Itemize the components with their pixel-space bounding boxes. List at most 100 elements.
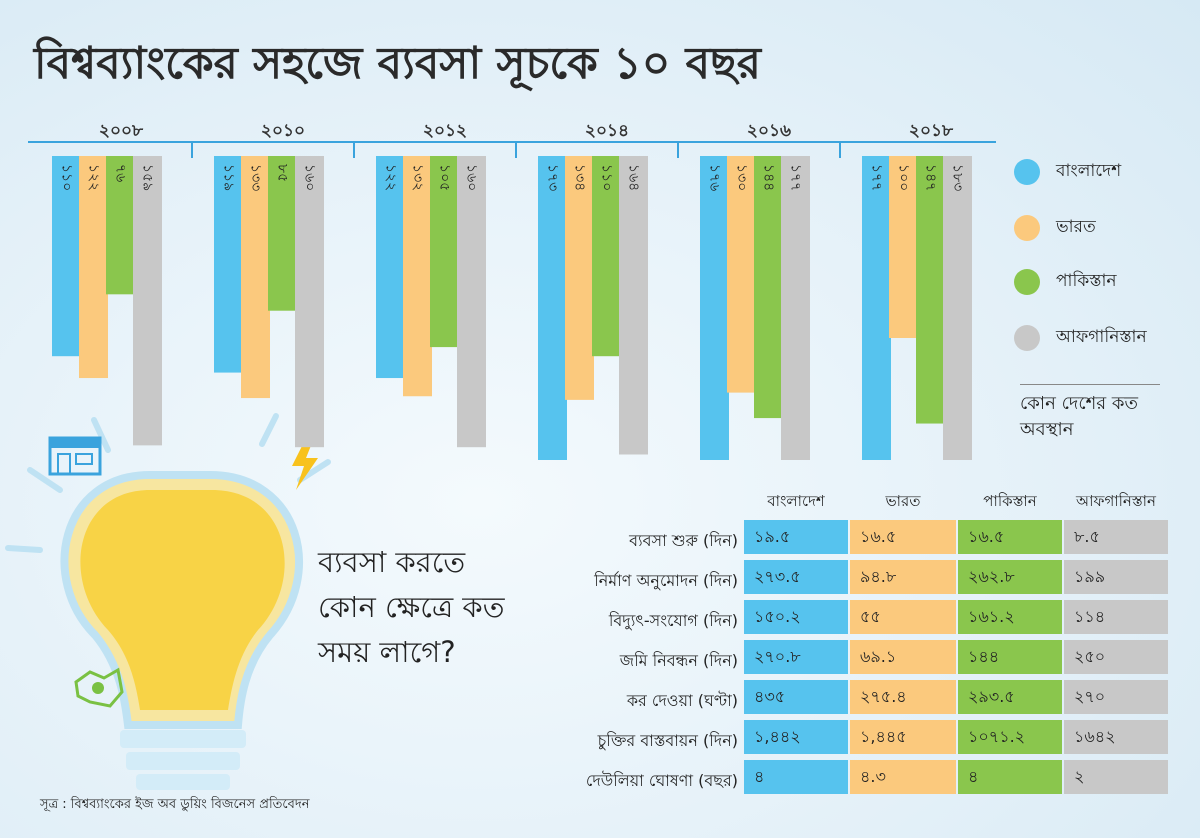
rank-bar-chart: ২০০৮ ২০১০ ২০১২ ২০১৪ ২০১৬ ২০১৮ ১১০ ১২২ ৭৬ ১৫৯ ১১৯ ১… bbox=[28, 121, 996, 460]
bar bbox=[268, 156, 297, 311]
legend-item-afghanistan: আফগানিস্তান bbox=[1014, 324, 1147, 352]
bar bbox=[403, 156, 432, 397]
table-cell: ২৯৩.৫ bbox=[958, 680, 1062, 714]
table-row-label: নির্মাণ অনুমোদন (দিন) bbox=[594, 571, 738, 590]
bar bbox=[592, 156, 621, 357]
x-tick-label: ২০১৬ bbox=[747, 121, 791, 141]
table-cell: ৪.৩ bbox=[850, 760, 956, 794]
x-tick-label: ২০১৮ bbox=[909, 121, 954, 141]
table-cell: ৪ bbox=[958, 760, 1062, 794]
page-title: বিশ্বব্যাংকের সহজে ব্যবসা সূচকে ১০ বছর bbox=[34, 38, 761, 89]
x-tick-label: ২০১২ bbox=[423, 121, 467, 141]
bar bbox=[214, 156, 243, 373]
bar-value-label: ১৬৪ bbox=[626, 164, 642, 191]
bar-value-label: ১৭৬ bbox=[707, 164, 723, 191]
table-cell: ১১৪ bbox=[1064, 600, 1168, 634]
table-cell: ১৫০.২ bbox=[744, 600, 848, 634]
table-cell: ১০৭১.২ bbox=[958, 720, 1062, 754]
legend-label: বাংলাদেশ bbox=[1056, 161, 1122, 181]
bar bbox=[862, 156, 891, 460]
bar-value-label: ১২২ bbox=[86, 164, 102, 191]
bar bbox=[889, 156, 918, 338]
table-cell: ১৬৪২ bbox=[1064, 720, 1168, 754]
table-cell: ১৯.৫ bbox=[744, 520, 848, 554]
legend-item-bangladesh: বাংলাদেশ bbox=[1014, 158, 1121, 186]
bar bbox=[106, 156, 135, 295]
table-cell: ১৬১.২ bbox=[958, 600, 1062, 634]
table-header: বাংলাদেশ bbox=[767, 492, 825, 510]
bar-value-label: ১৮৩ bbox=[950, 164, 966, 191]
question-heading: ব্যবসা করতে কোন ক্ষেত্রে কত সময় লাগে? bbox=[318, 545, 505, 669]
table-header: ভারত bbox=[885, 492, 921, 510]
shop-icon bbox=[48, 436, 102, 476]
table-cell: ১৯৯ bbox=[1064, 560, 1168, 594]
bar-value-label: ১১৯ bbox=[221, 164, 237, 191]
bar-value-label: ১০০ bbox=[896, 164, 912, 191]
source-note: সূত্র : বিশ্বব্যাংকের ইজ অব ডুয়িং বিজনে… bbox=[40, 797, 310, 812]
table-header: পাকিস্তান bbox=[983, 492, 1037, 510]
table-cell: ১,৪৪৫ bbox=[850, 720, 956, 754]
legend-note: কোন দেশের কত অবস্থান bbox=[1020, 384, 1160, 443]
table-cell: ১৪৪ bbox=[958, 640, 1062, 674]
bar bbox=[295, 156, 324, 448]
legend-swatch bbox=[1014, 215, 1040, 241]
bar-value-label: ১১০ bbox=[599, 164, 615, 191]
table-cell: ৮.৫ bbox=[1064, 520, 1168, 554]
table-cell: ৬৯.১ bbox=[850, 640, 956, 674]
table-row-label: জমি নিবন্ধন (দিন) bbox=[619, 651, 738, 670]
table-row-label: চুক্তির বাস্তবায়ন (দিন) bbox=[597, 731, 738, 750]
table-row-label: দেউলিয়া ঘোষণা (বছর) bbox=[585, 771, 738, 790]
legend-item-pakistan: পাকিস্তান bbox=[1014, 268, 1117, 296]
legend-swatch bbox=[1014, 269, 1040, 295]
bar-value-label: ১৩৪ bbox=[572, 164, 588, 191]
bar bbox=[52, 156, 81, 357]
bar bbox=[565, 156, 594, 400]
x-tick-label: ২০১৪ bbox=[585, 121, 629, 141]
bar-value-label: ১৩২ bbox=[410, 164, 426, 191]
table-cell: ২ bbox=[1064, 760, 1168, 794]
bar bbox=[133, 156, 162, 446]
bar-value-label: ১৬০ bbox=[302, 164, 318, 191]
map-icon bbox=[74, 667, 124, 708]
x-tick-label: ২০১০ bbox=[261, 121, 305, 141]
legend-label: ভারত bbox=[1056, 217, 1096, 237]
x-tick-label: ২০০৮ bbox=[99, 121, 144, 141]
bar bbox=[619, 156, 648, 455]
legend-item-india: ভারত bbox=[1014, 214, 1096, 242]
table-cell: ১,৪৪২ bbox=[744, 720, 848, 754]
bar-value-label: ১৬০ bbox=[464, 164, 480, 191]
table-cell: ১৬.৫ bbox=[850, 520, 956, 554]
bar bbox=[943, 156, 972, 460]
bar bbox=[538, 156, 567, 460]
bar-value-label: ১৭৩ bbox=[545, 164, 561, 191]
bar-value-label: ৮৫ bbox=[275, 164, 291, 182]
bar bbox=[457, 156, 486, 448]
bar bbox=[79, 156, 108, 379]
lightbulb-icon bbox=[5, 413, 331, 790]
bar-value-label: ১৩৩ bbox=[248, 164, 264, 191]
bar bbox=[754, 156, 783, 419]
bar-value-label: ১৭৭ bbox=[869, 164, 885, 191]
legend-label: পাকিস্তান bbox=[1056, 271, 1117, 291]
table-row-label: কর দেওয়া (ঘণ্টা) bbox=[626, 691, 738, 710]
bar bbox=[376, 156, 405, 379]
bar-value-label: ১৭৭ bbox=[788, 164, 804, 191]
table-row-label: বিদ্যুৎ-সংযোগ (দিন) bbox=[608, 611, 738, 630]
bar bbox=[781, 156, 810, 460]
legend-swatch bbox=[1014, 325, 1040, 351]
bar bbox=[430, 156, 459, 348]
table-cell: ৪৩৫ bbox=[744, 680, 848, 714]
legend-label: আফগানিস্তান bbox=[1056, 327, 1147, 347]
bar-value-label: ১৫৯ bbox=[140, 164, 156, 191]
table-header: আফগানিস্তান bbox=[1076, 492, 1156, 510]
bar-value-label: ১৩০ bbox=[734, 164, 750, 191]
bar bbox=[241, 156, 270, 399]
bar bbox=[916, 156, 945, 424]
bar-value-label: ১২২ bbox=[383, 164, 399, 191]
table-cell: ২৭৩.৫ bbox=[744, 560, 848, 594]
table-row-label: ব্যবসা শুরু (দিন) bbox=[629, 531, 738, 550]
table-cell: ২৭০.৮ bbox=[744, 640, 848, 674]
table-cell: ১৬.৫ bbox=[958, 520, 1062, 554]
table-cell: ৯৪.৮ bbox=[850, 560, 956, 594]
